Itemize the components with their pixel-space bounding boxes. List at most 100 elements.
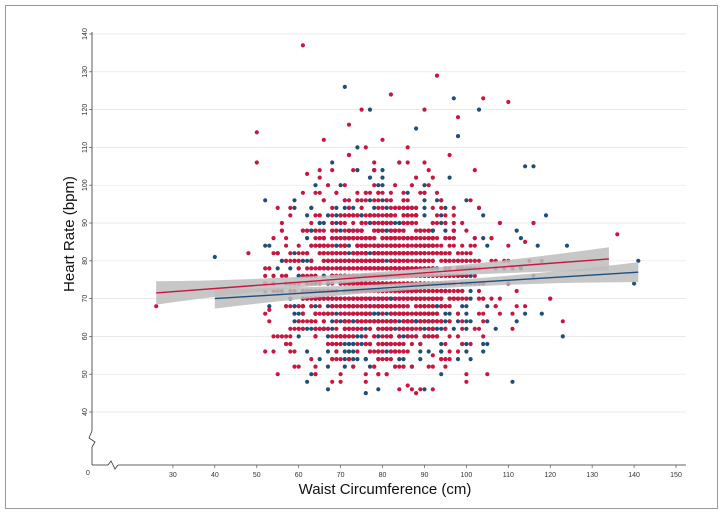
data-point	[325, 326, 331, 331]
data-point	[401, 357, 406, 362]
data-point	[376, 341, 381, 347]
data-point	[418, 258, 423, 263]
data-point	[401, 190, 406, 195]
data-point	[472, 243, 477, 248]
data-point	[422, 236, 427, 241]
data-point	[325, 266, 331, 271]
data-point	[317, 236, 322, 241]
data-point	[254, 130, 259, 135]
data-point	[434, 220, 440, 226]
data-point	[363, 213, 368, 218]
data-point	[330, 243, 335, 248]
data-point	[367, 258, 373, 263]
data-point	[212, 254, 217, 260]
data-point	[485, 341, 490, 347]
data-point	[388, 341, 393, 347]
confidence-bands	[156, 247, 639, 309]
data-point	[434, 296, 440, 301]
data-point	[434, 288, 440, 294]
data-point	[351, 334, 356, 339]
data-point	[376, 349, 381, 354]
data-point	[330, 334, 335, 339]
data-point	[397, 311, 402, 316]
data-point	[405, 220, 410, 226]
data-point	[397, 319, 402, 324]
data-point	[296, 251, 301, 256]
data-point	[351, 205, 356, 210]
data-point	[309, 220, 314, 226]
data-point	[330, 341, 335, 347]
data-point	[376, 357, 381, 362]
data-point	[409, 296, 414, 301]
data-point	[372, 168, 377, 173]
data-point	[384, 311, 389, 316]
data-point	[384, 357, 389, 362]
data-point	[309, 326, 314, 331]
data-point	[325, 213, 331, 218]
data-point	[359, 220, 364, 226]
data-point	[405, 311, 410, 316]
data-point	[363, 326, 368, 331]
data-point	[325, 311, 331, 316]
data-point	[321, 319, 326, 324]
data-point	[393, 213, 398, 218]
scatter-plot: 0 30 40 50 60 70 80 90 100 110 120 130 140 150 40 50 60…	[61, 28, 686, 498]
data-point	[330, 326, 335, 331]
data-point	[351, 251, 356, 256]
data-point	[313, 266, 318, 271]
data-point	[363, 357, 368, 362]
data-point	[430, 311, 435, 316]
data-point	[380, 341, 385, 347]
data-point	[414, 126, 419, 131]
data-point	[325, 183, 331, 188]
data-point	[363, 311, 368, 316]
data-point	[376, 266, 381, 271]
data-point	[338, 357, 343, 362]
data-point	[493, 304, 498, 309]
data-point	[497, 296, 502, 301]
data-point	[401, 251, 406, 256]
data-point	[317, 175, 322, 180]
series-0-points	[154, 43, 620, 396]
data-point	[388, 349, 393, 354]
x-tick-label-70: 70	[337, 472, 345, 479]
data-point	[309, 243, 314, 248]
data-point	[321, 137, 326, 142]
data-point	[455, 288, 461, 294]
data-point	[313, 364, 318, 369]
data-point	[292, 311, 297, 316]
data-point	[351, 213, 356, 218]
data-point	[355, 341, 360, 347]
data-point	[351, 319, 356, 324]
data-point	[447, 349, 452, 354]
data-point	[405, 251, 410, 256]
data-point	[380, 334, 385, 339]
data-point	[422, 311, 427, 316]
data-point	[342, 243, 347, 248]
data-point	[376, 387, 381, 392]
data-point	[434, 190, 440, 195]
data-point	[439, 251, 444, 256]
data-point	[434, 213, 440, 218]
data-point	[263, 266, 268, 271]
data-point	[384, 251, 389, 256]
data-point	[355, 357, 360, 362]
data-point	[447, 152, 452, 158]
data-point	[380, 251, 385, 256]
data-point	[342, 311, 347, 316]
data-point	[393, 341, 398, 347]
data-point	[363, 190, 368, 195]
data-point	[380, 357, 385, 362]
data-point	[380, 258, 385, 263]
data-point	[439, 349, 444, 354]
data-point	[443, 357, 448, 362]
data-point	[321, 243, 326, 248]
data-point	[388, 198, 393, 203]
data-point	[388, 220, 393, 226]
data-point	[363, 266, 368, 271]
data-point	[288, 213, 293, 218]
data-point	[414, 251, 419, 256]
data-point	[451, 220, 456, 226]
data-point	[367, 311, 373, 316]
data-point	[338, 213, 343, 218]
